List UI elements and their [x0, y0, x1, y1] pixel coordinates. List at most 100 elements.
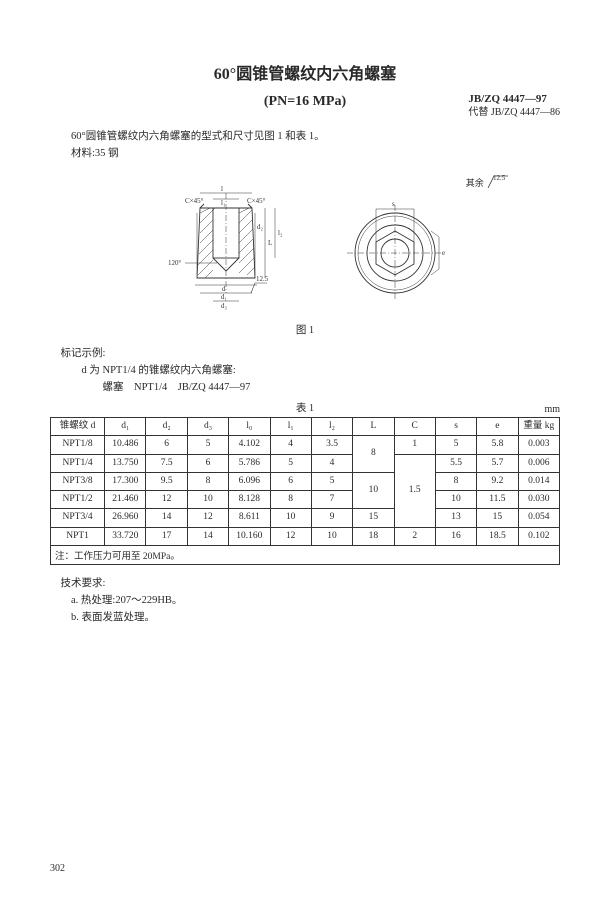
cell-L: 8: [353, 436, 394, 473]
cell-d: NPT1/4: [51, 454, 105, 472]
cell-s: 10: [435, 491, 476, 509]
figure-caption: 图 1: [50, 322, 560, 337]
col-d: 锥螺纹 d: [51, 418, 105, 436]
svg-text:C×45°: C×45°: [247, 197, 266, 205]
diagram-top-view: s e: [335, 193, 455, 303]
table-row: NPT1/810.486654.10243.58155.80.003: [51, 436, 560, 454]
cell-l0: 4.102: [229, 436, 270, 454]
cell-d: NPT3/4: [51, 509, 105, 527]
svg-text:12.5: 12.5: [256, 275, 269, 283]
cell-d1: 21.460: [105, 491, 146, 509]
table-footnote: 注：工作压力可用至 20MPa。: [50, 546, 560, 565]
cell-w: 0.102: [518, 527, 559, 545]
replaces-text: 代替 JB/ZQ 4447—86: [468, 106, 560, 119]
cell-s: 8: [435, 472, 476, 490]
cell-l1: 10: [270, 509, 311, 527]
cell-d: NPT3/8: [51, 472, 105, 490]
cell-s: 5: [435, 436, 476, 454]
col-C: C: [394, 418, 435, 436]
svg-text:12.5: 12.5: [493, 174, 506, 182]
cell-l0: 8.611: [229, 509, 270, 527]
cell-l1: 6: [270, 472, 311, 490]
subtitle-row: (PN=16 MPa) JB/ZQ 4447—97 代替 JB/ZQ 4447—…: [50, 94, 560, 110]
unit-label: mm: [544, 404, 560, 415]
col-l0: l₀: [229, 418, 270, 436]
cell-L: 18: [353, 527, 394, 545]
standard-box: JB/ZQ 4447—97 代替 JB/ZQ 4447—86: [468, 92, 560, 119]
svg-text:e: e: [442, 249, 445, 257]
cell-d3: 10: [187, 491, 228, 509]
cell-e: 11.5: [477, 491, 518, 509]
cell-l2: 4: [311, 454, 352, 472]
figure-area: 其余 12.5: [50, 178, 560, 318]
table-row: NPT1/413.7507.565.786541.55.55.70.006: [51, 454, 560, 472]
svg-text:C×45°: C×45°: [185, 197, 204, 205]
diagram-cross-section: l l₁ C×45° C×45° 120° L l₂ d d₁ d₃ d₂ 12…: [155, 183, 295, 313]
intro-2: 材料:35 钢: [50, 145, 560, 160]
cell-d3: 12: [187, 509, 228, 527]
cell-d1: 33.720: [105, 527, 146, 545]
cell-d3: 6: [187, 454, 228, 472]
cell-d2: 14: [146, 509, 187, 527]
cell-d3: 8: [187, 472, 228, 490]
cell-e: 15: [477, 509, 518, 527]
col-l2: l₂: [311, 418, 352, 436]
cell-w: 0.014: [518, 472, 559, 490]
cell-d: NPT1/8: [51, 436, 105, 454]
cell-e: 9.2: [477, 472, 518, 490]
example-line-2: 螺塞 NPT1/4 JB/ZQ 4447—97: [50, 379, 560, 394]
subtitle: (PN=16 MPa): [264, 94, 346, 110]
table-row: NPT3/426.96014128.6111091513150.054: [51, 509, 560, 527]
svg-text:L: L: [268, 239, 272, 247]
cell-w: 0.006: [518, 454, 559, 472]
cell-d2: 9.5: [146, 472, 187, 490]
cell-l1: 5: [270, 454, 311, 472]
cell-s: 16: [435, 527, 476, 545]
cell-l2: 9: [311, 509, 352, 527]
requirement-b: b. 表面发蓝处理。: [50, 609, 560, 624]
cell-s: 13: [435, 509, 476, 527]
cell-l1: 8: [270, 491, 311, 509]
cell-C: 1: [394, 436, 435, 454]
col-d2: d₂: [146, 418, 187, 436]
requirements-label: 技术要求:: [50, 575, 560, 590]
cell-d3: 14: [187, 527, 228, 545]
surface-finish-mark: 其余 12.5: [466, 174, 510, 190]
cell-s: 5.5: [435, 454, 476, 472]
cell-w: 0.030: [518, 491, 559, 509]
svg-text:s: s: [392, 200, 395, 208]
svg-text:120°: 120°: [168, 259, 182, 267]
col-e: e: [477, 418, 518, 436]
cell-d2: 6: [146, 436, 187, 454]
cell-C: 2: [394, 527, 435, 545]
col-L: L: [353, 418, 394, 436]
intro-1: 60°圆锥管螺纹内六角螺塞的型式和尺寸见图 1 和表 1。: [50, 128, 560, 143]
example-label: 标记示例:: [50, 345, 560, 360]
cell-d2: 12: [146, 491, 187, 509]
cell-l0: 10.160: [229, 527, 270, 545]
cell-l0: 8.128: [229, 491, 270, 509]
cell-e: 5.8: [477, 436, 518, 454]
svg-text:d₁: d₁: [221, 293, 227, 301]
cell-e: 5.7: [477, 454, 518, 472]
cell-d: NPT1: [51, 527, 105, 545]
cell-d1: 10.486: [105, 436, 146, 454]
cell-d2: 7.5: [146, 454, 187, 472]
cell-e: 18.5: [477, 527, 518, 545]
table-row: NPT1/221.46012108.128871011.50.030: [51, 491, 560, 509]
cell-l2: 7: [311, 491, 352, 509]
col-d1: d₁: [105, 418, 146, 436]
cell-L: 15: [353, 509, 394, 527]
svg-text:l: l: [221, 185, 223, 193]
cell-l2: 3.5: [311, 436, 352, 454]
cell-l2: 10: [311, 527, 352, 545]
col-s: s: [435, 418, 476, 436]
example-line-1: d 为 NPT1/4 的锥螺纹内六角螺塞:: [50, 362, 560, 377]
svg-text:d₂: d₂: [257, 223, 264, 231]
svg-text:l₁: l₁: [221, 199, 225, 207]
cell-w: 0.003: [518, 436, 559, 454]
standard-code: JB/ZQ 4447—97: [468, 92, 560, 106]
cell-l0: 5.786: [229, 454, 270, 472]
cell-C: 1.5: [394, 454, 435, 527]
svg-text:l₂: l₂: [278, 229, 283, 237]
